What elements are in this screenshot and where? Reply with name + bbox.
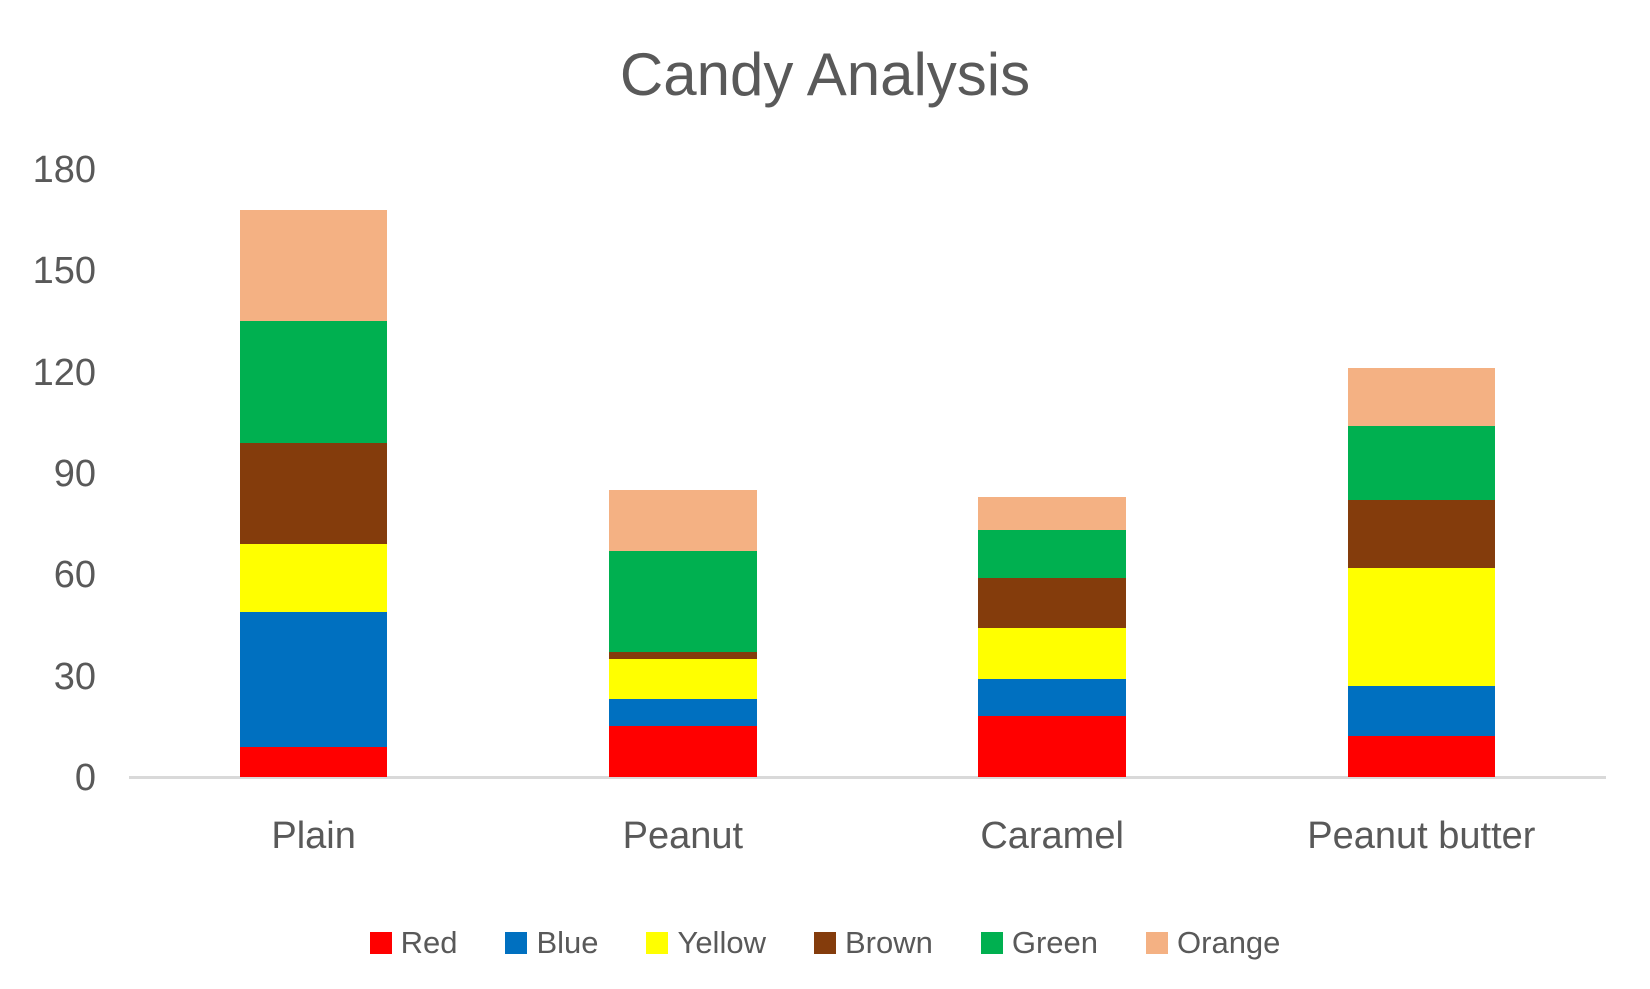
x-axis-label-caramel: Caramel (980, 815, 1124, 857)
bar-segment-caramel-yellow (978, 628, 1126, 680)
legend-label-brown: Brown (844, 925, 933, 960)
x-axis-label-peanut: Peanut (622, 815, 744, 857)
chart-title: Candy Analysis (619, 41, 1031, 108)
bar-segment-peanut-brown (609, 652, 757, 659)
y-axis-tick-0: 0 (74, 757, 96, 799)
legend-label-red: Red (400, 925, 458, 960)
y-axis-tick-90: 90 (53, 453, 96, 495)
bar-segment-peanut-butter-blue (1347, 685, 1496, 737)
bar-segment-peanut-butter-green (1347, 425, 1496, 501)
bar-segment-plain-brown (239, 442, 388, 544)
bar-segment-plain-yellow (239, 543, 388, 612)
bar-peanut-butter (1347, 368, 1496, 777)
bar-segment-caramel-brown (978, 577, 1126, 629)
bar-segment-peanut-butter-orange (1347, 368, 1496, 426)
bar-plain (239, 209, 388, 777)
y-axis-tick-150: 150 (32, 250, 96, 293)
legend-item-green: Green (980, 925, 1099, 960)
bar-segment-caramel-blue (978, 679, 1126, 717)
y-axis-tick-180: 180 (32, 149, 96, 191)
plot-area (129, 169, 1606, 777)
legend-item-red: Red (369, 925, 458, 960)
bar-segment-caramel-green (978, 530, 1126, 578)
bar-segment-peanut-yellow (609, 658, 757, 700)
bar-segment-plain-blue (239, 611, 388, 747)
y-axis-tick-120: 120 (32, 351, 96, 394)
bar-caramel (978, 496, 1126, 777)
bar-segment-plain-red (239, 746, 388, 777)
legend-label-yellow: Yellow (677, 925, 766, 960)
bar-segment-peanut-green (609, 550, 757, 653)
bar-segment-peanut-butter-yellow (1347, 567, 1496, 686)
bar-segment-peanut-butter-red (1347, 736, 1496, 777)
legend-label-green: Green (1011, 925, 1099, 960)
legend-label-orange: Orange (1177, 925, 1281, 960)
y-axis-tick-60: 60 (53, 554, 96, 597)
bar-segment-peanut-orange (609, 489, 757, 551)
bar-segment-peanut-red (609, 726, 757, 777)
bar-segment-peanut-butter-brown (1347, 500, 1496, 568)
bar-segment-plain-green (239, 321, 388, 443)
bar-segment-peanut-blue (609, 699, 757, 727)
legend-item-blue: Blue (505, 927, 598, 958)
legend-swatch-yellow-icon (646, 931, 669, 954)
legend-item-brown: Brown (813, 925, 933, 960)
legend-swatch-orange-icon (1146, 931, 1169, 954)
bar-segment-caramel-red (978, 716, 1126, 777)
x-axis-label-peanut-butter: Peanut butter (1307, 815, 1536, 857)
legend-swatch-brown-icon (813, 931, 836, 954)
bar-segment-caramel-orange (978, 496, 1126, 531)
y-axis-tick-30: 30 (53, 655, 96, 698)
legend-swatch-red-icon (369, 931, 392, 954)
legend-swatch-green-icon (980, 931, 1003, 954)
legend: Red Blue Yellow Brown Green Orange (0, 927, 1650, 958)
x-axis-line (129, 776, 1606, 779)
bar-segment-plain-orange (239, 209, 388, 322)
legend-swatch-blue-icon (505, 931, 528, 954)
x-axis-label-plain: Plain (271, 815, 356, 857)
bar-peanut (609, 489, 757, 777)
legend-label-blue: Blue (536, 925, 599, 960)
legend-item-yellow: Yellow (646, 925, 766, 960)
legend-item-orange: Orange (1146, 927, 1280, 958)
